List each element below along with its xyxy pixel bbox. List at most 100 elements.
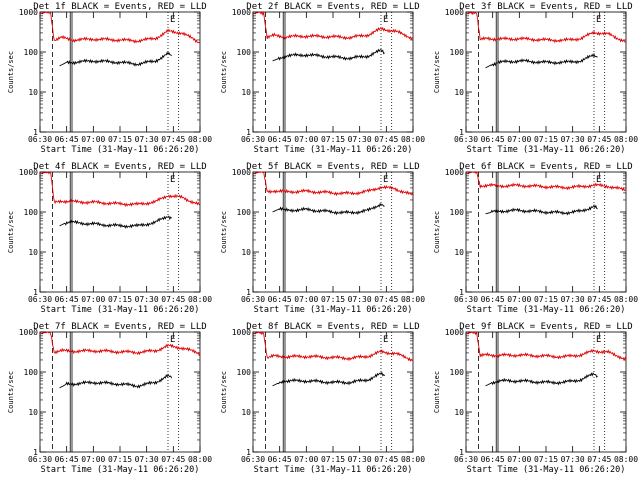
x-tick-label: 07:00 [81, 135, 105, 144]
y-tick-label: 10 [28, 408, 38, 417]
x-tick-label: 08:00 [188, 295, 212, 304]
x-tick-label: 06:30 [454, 455, 478, 464]
x-tick-label: 07:30 [561, 455, 585, 464]
y-tick-label: 100 [237, 368, 252, 377]
series-line-events [272, 202, 385, 216]
panel-title: Det 5f BLACK = Events, RED = LLD [246, 162, 419, 172]
plot-frame [252, 331, 414, 453]
y-tick-label: 1000 [445, 8, 464, 17]
x-tick-label: 07:45 [374, 295, 398, 304]
x-tick-label: 06:30 [28, 135, 52, 144]
x-tick-label: 06:45 [268, 455, 292, 464]
x-tick-label: 07:30 [561, 135, 585, 144]
panel-title: Det 1f BLACK = Events, RED = LLD [33, 2, 206, 12]
x-tick-label: 08:00 [401, 135, 425, 144]
y-tick-label: 1 [459, 288, 464, 297]
x-axis-label: Start Time (31-May-11 06:26:20) [41, 145, 200, 155]
y-tick-label: 1000 [19, 328, 38, 337]
x-tick-label: 06:45 [55, 135, 79, 144]
x-tick-label: 06:45 [268, 135, 292, 144]
x-tick-label: 07:00 [507, 135, 531, 144]
x-tick-label: 08:00 [614, 295, 638, 304]
x-tick-label: 07:30 [348, 135, 372, 144]
series-line-events [59, 215, 172, 229]
x-tick-label: 07:30 [561, 295, 585, 304]
series-line-lld [252, 331, 414, 362]
plot-frame [465, 331, 627, 453]
x-tick-label: 07:30 [135, 135, 159, 144]
y-tick-label: 10 [454, 408, 464, 417]
y-tick-label: 1 [246, 448, 251, 457]
x-tick-label: 07:45 [161, 455, 185, 464]
chart-panel-7: Det 7f BLACK = Events, RED = LLD 1 10 100 10… [7, 322, 212, 475]
x-tick-label: 07:45 [374, 455, 398, 464]
x-tick-label: 07:15 [534, 455, 558, 464]
x-axis-label: Start Time (31-May-11 06:26:20) [41, 465, 200, 475]
x-tick-label: 08:00 [401, 295, 425, 304]
y-tick-label: 10 [28, 248, 38, 257]
x-tick-label: 07:00 [294, 455, 318, 464]
x-axis-label: Start Time (31-May-11 06:26:20) [467, 145, 626, 155]
y-tick-label: 1 [246, 288, 251, 297]
y-tick-label: 1 [33, 288, 38, 297]
y-tick-label: 100 [450, 48, 465, 57]
x-tick-label: 06:30 [454, 135, 478, 144]
y-tick-label: 100 [450, 208, 465, 217]
x-tick-label: 07:30 [135, 295, 159, 304]
x-tick-label: 06:30 [454, 295, 478, 304]
x-tick-label: 07:45 [374, 135, 398, 144]
y-axis-label: Counts/sec [220, 51, 228, 93]
x-tick-label: 08:00 [188, 455, 212, 464]
series-line-lld [465, 10, 627, 44]
x-tick-label: 07:15 [321, 135, 345, 144]
y-axis-label: Counts/sec [433, 51, 441, 93]
marker-label: E [170, 335, 175, 345]
x-tick-label: 07:15 [534, 135, 558, 144]
x-tick-label: 08:00 [614, 135, 638, 144]
marker-label: E [596, 15, 601, 25]
x-tick-label: 07:00 [294, 135, 318, 144]
y-axis-label: Counts/sec [433, 211, 441, 253]
series-line-lld [252, 171, 414, 197]
x-axis-label: Start Time (31-May-11 06:26:20) [254, 305, 413, 315]
plot-frame [465, 11, 627, 133]
y-tick-label: 1 [33, 128, 38, 137]
chart-panel-4: Det 4f BLACK = Events, RED = LLD 1 10 100 10… [7, 162, 212, 315]
y-tick-label: 100 [24, 368, 39, 377]
marker-label: E [383, 15, 388, 25]
plot-frame [39, 171, 201, 293]
marker-label: E [170, 175, 175, 185]
x-tick-label: 06:30 [241, 295, 265, 304]
x-tick-label: 06:45 [481, 135, 505, 144]
x-tick-label: 06:45 [55, 295, 79, 304]
marker-label: E [596, 175, 601, 185]
x-tick-label: 06:45 [268, 295, 292, 304]
y-tick-label: 1000 [232, 8, 251, 17]
x-tick-label: 08:00 [401, 455, 425, 464]
y-axis-label: Counts/sec [220, 371, 228, 413]
y-axis-label: Counts/sec [7, 51, 15, 93]
x-tick-label: 07:45 [587, 295, 611, 304]
panel-title: Det 7f BLACK = Events, RED = LLD [33, 322, 206, 332]
x-tick-label: 06:30 [241, 455, 265, 464]
x-tick-label: 06:45 [481, 295, 505, 304]
plot-frame [39, 11, 201, 133]
x-tick-label: 07:45 [587, 455, 611, 464]
chart-panel-2: Det 2f BLACK = Events, RED = LLD 1 10 100 10… [220, 2, 425, 155]
panel-title: Det 8f BLACK = Events, RED = LLD [246, 322, 419, 332]
y-tick-label: 10 [454, 248, 464, 257]
series-line-events [272, 371, 385, 387]
chart-panel-1: Det 1f BLACK = Events, RED = LLD 1 10 100 10… [7, 2, 212, 155]
panel-title: Det 9f BLACK = Events, RED = LLD [459, 322, 632, 332]
series-line-lld [39, 171, 201, 207]
y-axis-label: Counts/sec [7, 371, 15, 413]
chart-panel-9: Det 9f BLACK = Events, RED = LLD 1 10 100 10… [433, 322, 638, 475]
series-line-lld [252, 11, 414, 41]
series-line-lld [39, 11, 201, 44]
y-tick-label: 100 [24, 208, 39, 217]
x-tick-label: 07:15 [108, 455, 132, 464]
y-axis-label: Counts/sec [433, 371, 441, 413]
x-tick-label: 08:00 [188, 135, 212, 144]
x-tick-label: 07:15 [108, 135, 132, 144]
